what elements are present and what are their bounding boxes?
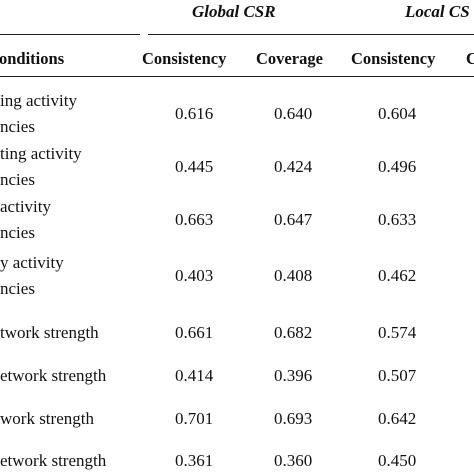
condition-line: ncies bbox=[0, 279, 35, 298]
cell-global-consistency: 0.414 bbox=[175, 366, 214, 385]
cell-local-consistency: 0.507 bbox=[378, 366, 417, 385]
condition-line: ncies bbox=[0, 170, 35, 189]
cell-local-consistency: 0.633 bbox=[378, 210, 417, 229]
cell-global-consistency: 0.361 bbox=[175, 451, 214, 470]
cell-global-coverage: 0.408 bbox=[274, 266, 313, 285]
condition-line: y activity bbox=[0, 253, 64, 272]
cell-global-consistency: 0.445 bbox=[175, 157, 214, 176]
cell-global-consistency: 0.663 bbox=[175, 210, 214, 229]
group-header-local-csr: Local CS bbox=[405, 2, 470, 21]
condition-line: activity bbox=[0, 197, 51, 216]
column-header-global-consistency: Consistency bbox=[142, 49, 227, 68]
condition-line: ting activity bbox=[0, 144, 82, 163]
row-condition-label: ting activity ncies bbox=[0, 138, 150, 196]
condition-line: twork strength bbox=[0, 323, 99, 342]
cell-local-consistency: 0.450 bbox=[378, 451, 417, 470]
cell-local-consistency: 0.642 bbox=[378, 409, 417, 428]
cell-local-consistency: 0.574 bbox=[378, 323, 417, 342]
row-condition-label: ing activity ncies bbox=[0, 85, 150, 143]
cell-global-coverage: 0.424 bbox=[274, 157, 313, 176]
row-condition-label: work strength bbox=[0, 390, 150, 448]
condition-line: ncies bbox=[0, 223, 35, 242]
row-condition-label: etwork strength bbox=[0, 432, 150, 474]
header-rule bbox=[0, 76, 474, 77]
row-condition-label: etwork strength bbox=[0, 347, 150, 405]
cell-global-consistency: 0.701 bbox=[175, 409, 214, 428]
row-condition-label: activity ncies bbox=[0, 191, 150, 249]
cell-global-coverage: 0.360 bbox=[274, 451, 313, 470]
group-header-global-csr: Global CSR bbox=[192, 2, 276, 21]
column-header-conditions: onditions bbox=[0, 49, 65, 68]
column-header-global-coverage: Coverage bbox=[256, 49, 323, 68]
cell-global-coverage: 0.647 bbox=[274, 210, 313, 229]
cell-global-consistency: 0.403 bbox=[175, 266, 214, 285]
cell-global-coverage: 0.396 bbox=[274, 366, 313, 385]
cell-local-consistency: 0.462 bbox=[378, 266, 417, 285]
cell-global-coverage: 0.693 bbox=[274, 409, 313, 428]
condition-line: etwork strength bbox=[0, 366, 107, 385]
cell-global-consistency: 0.661 bbox=[175, 323, 214, 342]
condition-line: ncies bbox=[0, 117, 35, 136]
cell-global-coverage: 0.640 bbox=[274, 104, 313, 123]
condition-line: etwork strength bbox=[0, 451, 107, 470]
column-header-local-consistency: Consistency bbox=[351, 49, 436, 68]
cell-global-coverage: 0.682 bbox=[274, 323, 313, 342]
top-rule-left bbox=[0, 34, 140, 35]
cell-local-consistency: 0.604 bbox=[378, 104, 417, 123]
cell-local-consistency: 0.496 bbox=[378, 157, 417, 176]
row-condition-label: twork strength bbox=[0, 304, 150, 362]
cell-global-consistency: 0.616 bbox=[175, 104, 214, 123]
column-header-local-coverage: C bbox=[466, 49, 474, 68]
top-rule-right bbox=[148, 34, 474, 35]
condition-line: ing activity bbox=[0, 91, 77, 110]
condition-line: work strength bbox=[0, 409, 94, 428]
row-condition-label: y activity ncies bbox=[0, 247, 150, 305]
